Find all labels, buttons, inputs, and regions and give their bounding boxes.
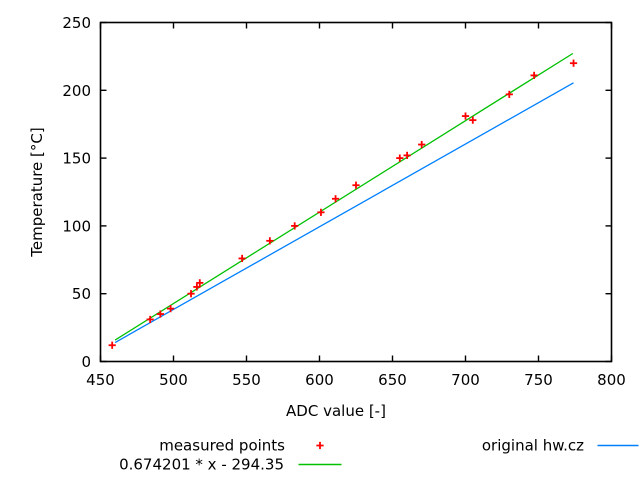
x-tick-label-750: 750	[524, 371, 553, 389]
measured-point	[317, 208, 325, 216]
y-tick-label-200: 200	[62, 82, 91, 100]
y-tick-label-250: 250	[62, 14, 91, 32]
measured-point	[331, 195, 340, 203]
x-tick-label-450: 450	[86, 371, 115, 389]
measured-point	[403, 151, 411, 159]
measured-point	[530, 71, 538, 79]
measured-point	[238, 254, 246, 263]
x-axis-title: ADC value [-]	[286, 402, 386, 420]
measured-point	[266, 237, 274, 245]
measured-point	[396, 154, 404, 162]
y-tick-label-150: 150	[62, 150, 91, 168]
x-tick-label-550: 550	[232, 371, 261, 389]
measured-point	[166, 305, 175, 313]
legend-marker-plus-icon	[316, 441, 324, 450]
series-fit-line	[114, 52, 574, 341]
plot-border	[99, 21, 613, 363]
measured-point	[418, 140, 426, 149]
plot-area: 450 500 550 600 650 700 750 800 0 50 100 150 200 250	[62, 14, 625, 389]
measured-point	[291, 222, 299, 230]
x-tick-label-650: 650	[378, 371, 407, 389]
measured-point	[108, 341, 116, 349]
measured-point	[156, 310, 164, 318]
x-tick-label-600: 600	[305, 371, 334, 389]
legend-label-fit-line: 0.674201 * x - 294.35	[119, 456, 284, 474]
x-tick-label-800: 800	[597, 371, 626, 389]
measured-point	[193, 283, 201, 291]
measured-point	[146, 315, 154, 324]
measured-point	[461, 112, 470, 120]
measured-point	[196, 279, 204, 287]
y-tick-label-100: 100	[62, 217, 91, 235]
measured-point	[569, 59, 578, 67]
y-tick-label-0: 0	[81, 353, 91, 371]
x-tick-label-500: 500	[159, 371, 188, 389]
measured-point	[352, 181, 360, 189]
legend-label-original-hwcz: original hw.cz	[482, 437, 584, 455]
measured-point	[505, 90, 513, 98]
measured-point	[469, 116, 477, 124]
x-tick-label-700: 700	[451, 371, 480, 389]
series-original-hwcz-line	[114, 82, 574, 344]
measured-point	[187, 290, 195, 298]
y-tick-label-50: 50	[72, 285, 91, 303]
legend-label-measured-points: measured points	[159, 437, 285, 455]
legend: measured points 0.674201 * x - 294.35 or…	[119, 437, 639, 474]
y-axis-title: Temperature [°C]	[28, 127, 46, 257]
